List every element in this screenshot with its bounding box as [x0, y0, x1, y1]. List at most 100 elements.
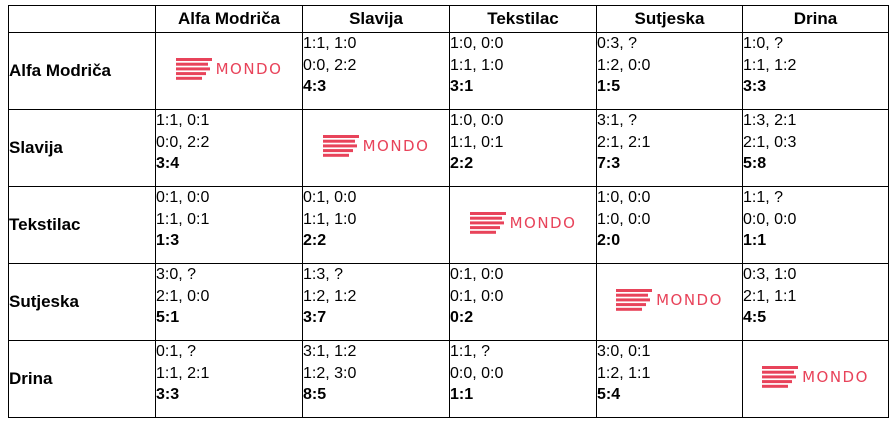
- second-leg-scores: 1:0, 0:0: [597, 210, 651, 228]
- aggregate-result: 1:1: [450, 386, 474, 403]
- mondo-logo: MONDO: [762, 365, 869, 388]
- column-header-drina: Drina: [742, 5, 889, 33]
- second-leg-scores: 0:0, 0:0: [450, 364, 504, 382]
- table-row-drina: Drina 0:1, ? 1:1, 2:1 3:3 3:1, 1:2 1:2, 3:0 8:…: [8, 340, 889, 418]
- score-cell: 0:1, 0:0 1:1, 1:0 2:2: [302, 186, 450, 264]
- mondo-wordmark: MONDO: [656, 290, 723, 309]
- score-cell: 0:1, ? 1:1, 2:1 3:3: [155, 340, 303, 418]
- second-leg-scores: 1:1, 1:0: [450, 56, 504, 74]
- aggregate-result: 4:5: [743, 309, 767, 326]
- aggregate-result: 1:5: [597, 78, 621, 95]
- table-row-sutjeska: Sutjeska 3:0, ? 2:1, 0:0 5:1 1:3, ? 1:2, 1:2 3…: [8, 263, 889, 341]
- first-leg-scores: 0:1, 0:0: [450, 266, 504, 283]
- column-header-alfa-modrica: Alfa Modriča: [155, 5, 303, 33]
- logo-cell: MONDO: [449, 186, 597, 264]
- score-cell: 3:1, 1:2 1:2, 3:0 8:5: [302, 340, 450, 418]
- score-cell: 1:0, 0:0 1:1, 0:1 2:2: [449, 109, 597, 187]
- score-cell: 0:1, 0:0 0:1, 0:0 0:2: [449, 263, 597, 341]
- aggregate-result: 1:3: [156, 232, 180, 249]
- first-leg-scores: 1:0, 0:0: [597, 189, 651, 206]
- column-header-slavija: Slavija: [302, 5, 450, 33]
- second-leg-scores: 0:0, 2:2: [303, 56, 357, 74]
- row-header: Sutjeska: [8, 263, 156, 341]
- first-leg-scores: 1:3, 2:1: [743, 112, 797, 129]
- second-leg-scores: 1:2, 1:1: [597, 364, 651, 382]
- table-row-slavija: Slavija 1:1, 0:1 0:0, 2:2 3:4 MONDO 1:0, 0:0 1…: [8, 109, 889, 187]
- first-leg-scores: 1:1, ?: [743, 189, 784, 206]
- corner-cell: [8, 5, 156, 33]
- mondo-wordmark: MONDO: [362, 136, 430, 155]
- mondo-stripes-icon: [469, 211, 506, 234]
- first-leg-scores: 3:1, 1:2: [303, 343, 357, 360]
- aggregate-result: 7:3: [597, 155, 621, 172]
- second-leg-scores: 1:1, 1:0: [303, 210, 357, 228]
- first-leg-scores: 3:0, 0:1: [597, 343, 651, 360]
- first-leg-scores: 0:1, 0:0: [156, 189, 210, 206]
- aggregate-result: 1:1: [743, 232, 767, 249]
- mondo-stripes-icon: [322, 134, 359, 157]
- second-leg-scores: 1:2, 3:0: [303, 364, 357, 382]
- first-leg-scores: 3:1, ?: [597, 112, 638, 129]
- aggregate-result: 5:1: [156, 309, 180, 326]
- aggregate-result: 5:8: [743, 155, 767, 172]
- second-leg-scores: 0:0, 2:2: [156, 133, 210, 151]
- aggregate-result: 0:2: [450, 309, 474, 326]
- table-row-alfa-modrica: Alfa Modriča MONDO 1:1, 1:0 0:0, 2:2 4:3 1:0,…: [8, 32, 889, 110]
- aggregate-result: 4:3: [303, 78, 327, 95]
- first-leg-scores: 1:1, ?: [450, 343, 491, 360]
- aggregate-result: 2:2: [303, 232, 327, 249]
- first-leg-scores: 1:0, 0:0: [450, 112, 504, 129]
- mondo-stripes-icon: [762, 365, 799, 388]
- column-header-sutjeska: Sutjeska: [596, 5, 743, 33]
- column-header-tekstilac: Tekstilac: [449, 5, 597, 33]
- logo-cell: MONDO: [155, 32, 303, 110]
- first-leg-scores: 1:1, 1:0: [303, 35, 357, 52]
- row-header: Tekstilac: [8, 186, 156, 264]
- first-leg-scores: 3:0, ?: [156, 266, 197, 283]
- first-leg-scores: 1:0, 0:0: [450, 35, 504, 52]
- aggregate-result: 5:4: [597, 386, 621, 403]
- mondo-stripes-icon: [175, 57, 212, 80]
- aggregate-result: 3:7: [303, 309, 327, 326]
- second-leg-scores: 2:1, 0:0: [156, 287, 210, 305]
- score-cell: 1:1, ? 0:0, 0:0 1:1: [449, 340, 597, 418]
- mondo-logo: MONDO: [469, 211, 577, 234]
- logo-cell: MONDO: [302, 109, 450, 187]
- score-cell: 1:3, 2:1 2:1, 0:3 5:8: [742, 109, 889, 187]
- second-leg-scores: 1:2, 0:0: [597, 56, 651, 74]
- second-leg-scores: 2:1, 1:1: [743, 287, 797, 305]
- score-cell: 1:1, 0:1 0:0, 2:2 3:4: [155, 109, 303, 187]
- aggregate-result: 3:4: [156, 155, 180, 172]
- second-leg-scores: 1:1, 2:1: [156, 364, 210, 382]
- aggregate-result: 2:2: [450, 155, 474, 172]
- aggregate-result: 3:3: [156, 386, 180, 403]
- mondo-stripes-icon: [616, 288, 653, 311]
- second-leg-scores: 2:1, 0:3: [743, 133, 797, 151]
- score-cell: 0:3, 1:0 2:1, 1:1 4:5: [742, 263, 889, 341]
- first-leg-scores: 0:3, 1:0: [743, 266, 797, 283]
- score-cell: 0:1, 0:0 1:1, 0:1 1:3: [155, 186, 303, 264]
- score-cell: 3:1, ? 2:1, 2:1 7:3: [596, 109, 743, 187]
- aggregate-result: 3:1: [450, 78, 474, 95]
- first-leg-scores: 0:1, ?: [156, 343, 197, 360]
- aggregate-result: 2:0: [597, 232, 621, 249]
- second-leg-scores: 1:2, 1:2: [303, 287, 357, 305]
- first-leg-scores: 0:3, ?: [597, 35, 638, 52]
- row-header: Slavija: [8, 109, 156, 187]
- second-leg-scores: 0:0, 0:0: [743, 210, 797, 228]
- score-cell: 1:0, 0:0 1:0, 0:0 2:0: [596, 186, 743, 264]
- second-leg-scores: 2:1, 2:1: [597, 133, 651, 151]
- mondo-wordmark: MONDO: [215, 59, 283, 78]
- second-leg-scores: 1:1, 0:1: [450, 133, 504, 151]
- aggregate-result: 3:3: [743, 78, 767, 95]
- first-leg-scores: 1:0, ?: [743, 35, 784, 52]
- mondo-logo: MONDO: [322, 134, 430, 157]
- mondo-logo: MONDO: [616, 288, 723, 311]
- mondo-logo: MONDO: [175, 57, 283, 80]
- score-cell: 3:0, 0:1 1:2, 1:1 5:4: [596, 340, 743, 418]
- first-leg-scores: 1:1, 0:1: [156, 112, 210, 129]
- row-header: Alfa Modriča: [8, 32, 156, 110]
- score-cell: 1:3, ? 1:2, 1:2 3:7: [302, 263, 450, 341]
- mondo-wordmark: MONDO: [802, 367, 869, 386]
- score-cell: 1:0, 0:0 1:1, 1:0 3:1: [449, 32, 597, 110]
